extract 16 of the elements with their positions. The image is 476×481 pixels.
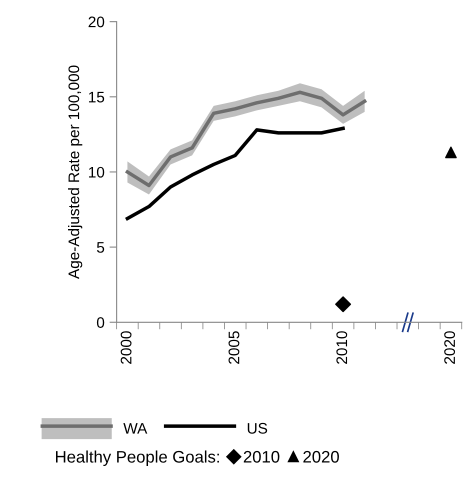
y-tick-label: 5: [96, 242, 104, 253]
legend-label: WA: [123, 423, 148, 434]
line-series: [126, 126, 345, 220]
y-tick-label: 0: [96, 317, 104, 328]
x-tick-label: 2000: [120, 331, 132, 364]
y-tick-label: 20: [88, 16, 104, 28]
y-tick-label: 15: [88, 92, 104, 102]
x-tick-label: 2005: [228, 331, 240, 364]
y-tick-label: 10: [88, 166, 104, 178]
legend-label: 2010: [244, 450, 280, 463]
legend-title: Healthy People Goals:: [56, 450, 219, 466]
y-axis-title: Age-Adjusted Rate per 100,000: [68, 66, 82, 279]
x-tick-label: 2010: [336, 331, 348, 364]
x-tick-label: 2020: [444, 331, 456, 364]
legend-label: 2020: [303, 450, 339, 463]
legend-label: US: [248, 422, 268, 434]
